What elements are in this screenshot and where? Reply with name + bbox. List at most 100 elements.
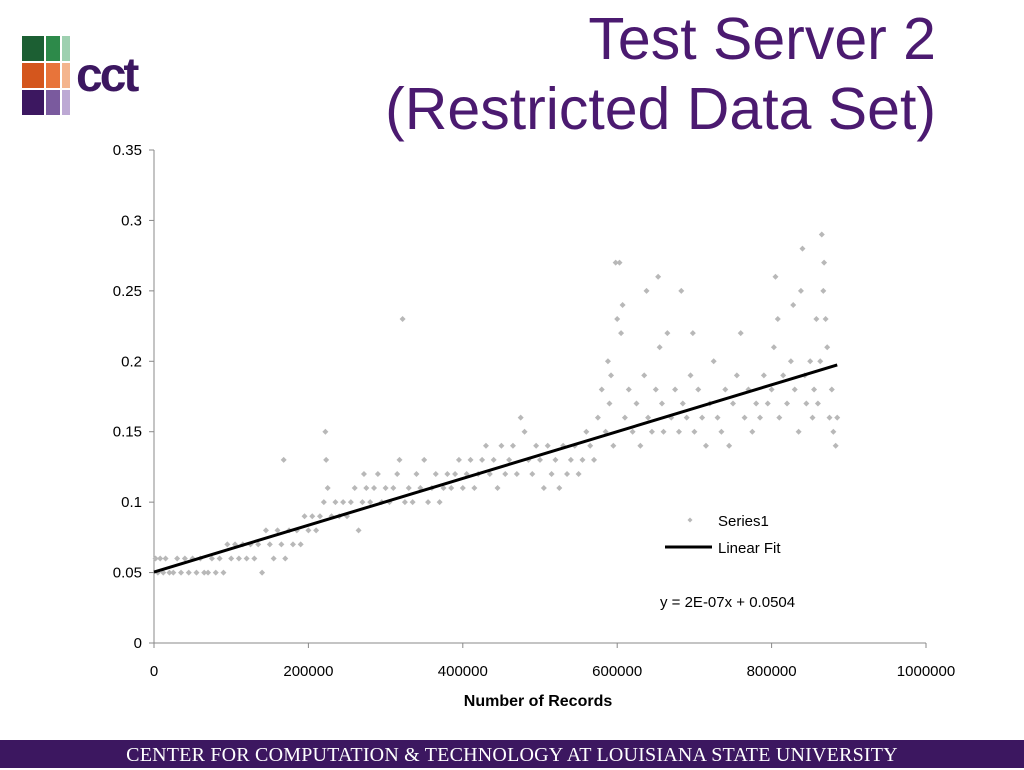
data-point bbox=[540, 485, 547, 492]
data-point bbox=[205, 569, 212, 576]
data-point bbox=[695, 386, 702, 393]
data-point bbox=[616, 259, 623, 266]
data-point bbox=[498, 442, 505, 449]
data-point bbox=[216, 555, 223, 562]
data-point bbox=[316, 513, 323, 520]
data-point bbox=[621, 414, 628, 421]
data-point bbox=[382, 485, 389, 492]
data-point bbox=[305, 527, 312, 534]
data-point bbox=[656, 344, 663, 351]
data-point bbox=[201, 569, 208, 576]
data-point bbox=[757, 414, 764, 421]
data-point bbox=[741, 414, 748, 421]
footer-text: CENTER FOR COMPUTATION & TECHNOLOGY AT L… bbox=[126, 744, 898, 766]
data-point bbox=[790, 301, 797, 308]
data-point bbox=[726, 442, 733, 449]
data-point bbox=[753, 400, 760, 407]
data-point bbox=[359, 499, 366, 506]
data-point bbox=[821, 259, 828, 266]
data-point bbox=[405, 485, 412, 492]
title-line-2: (Restricted Data Set) bbox=[385, 76, 936, 142]
data-point bbox=[174, 555, 181, 562]
data-point bbox=[774, 316, 781, 323]
x-tick-label: 1000000 bbox=[897, 663, 955, 680]
data-point bbox=[579, 456, 586, 463]
data-point bbox=[278, 541, 285, 548]
data-point bbox=[251, 555, 258, 562]
logo-square bbox=[62, 63, 70, 88]
data-point bbox=[482, 442, 489, 449]
data-point bbox=[803, 400, 810, 407]
data-point bbox=[691, 428, 698, 435]
data-point bbox=[262, 527, 269, 534]
data-point bbox=[730, 400, 736, 407]
data-point bbox=[367, 499, 374, 506]
data-point bbox=[533, 442, 540, 449]
data-point bbox=[826, 414, 833, 421]
fit-equation: y = 2E-07x + 0.0504 bbox=[660, 594, 795, 611]
data-point bbox=[289, 541, 296, 548]
data-point bbox=[452, 470, 459, 477]
legend-label-series1: Series1 bbox=[718, 513, 769, 530]
y-tick-label: 0.3 bbox=[121, 212, 142, 229]
data-point bbox=[556, 485, 563, 492]
data-point bbox=[224, 541, 231, 548]
data-point bbox=[282, 555, 289, 562]
data-point bbox=[637, 442, 644, 449]
cct-logo: cct bbox=[22, 36, 142, 115]
data-point bbox=[409, 499, 416, 506]
logo-square bbox=[46, 90, 60, 115]
data-point bbox=[575, 470, 582, 477]
data-point bbox=[629, 428, 636, 435]
data-point bbox=[718, 428, 725, 435]
logo-square bbox=[22, 63, 44, 88]
data-point bbox=[467, 456, 474, 463]
x-tick-label: 800000 bbox=[747, 663, 797, 680]
data-point bbox=[811, 386, 818, 393]
data-point bbox=[733, 372, 740, 379]
x-axis-label: Number of Records bbox=[464, 693, 613, 710]
data-point bbox=[814, 400, 821, 407]
data-point bbox=[598, 386, 605, 393]
data-point bbox=[612, 259, 619, 266]
logo-text: cct bbox=[76, 49, 139, 102]
data-point bbox=[440, 485, 447, 492]
data-point bbox=[583, 428, 590, 435]
data-point bbox=[760, 372, 767, 379]
data-point bbox=[643, 287, 650, 294]
data-point bbox=[702, 442, 709, 449]
data-point bbox=[490, 456, 497, 463]
data-point bbox=[178, 569, 185, 576]
data-point bbox=[770, 344, 777, 351]
data-point bbox=[675, 428, 682, 435]
logo-square bbox=[22, 90, 44, 115]
data-point bbox=[459, 485, 466, 492]
data-point bbox=[672, 386, 679, 393]
data-point bbox=[832, 442, 839, 449]
data-point bbox=[655, 273, 662, 280]
data-point bbox=[764, 400, 771, 407]
data-point bbox=[807, 358, 814, 365]
data-point bbox=[776, 414, 783, 421]
data-point bbox=[648, 428, 655, 435]
data-point bbox=[722, 386, 729, 393]
data-point bbox=[181, 555, 188, 562]
data-point bbox=[618, 330, 625, 337]
logo-square bbox=[46, 36, 60, 61]
x-tick-label: 600000 bbox=[592, 663, 642, 680]
logo-square bbox=[22, 36, 44, 61]
data-point bbox=[710, 358, 717, 365]
data-point bbox=[683, 414, 690, 421]
title-line-1: Test Server 2 bbox=[588, 6, 936, 72]
data-point bbox=[479, 456, 486, 463]
data-point bbox=[324, 485, 331, 492]
data-point bbox=[699, 414, 706, 421]
linear-fit-line bbox=[153, 363, 838, 574]
data-point bbox=[506, 456, 513, 463]
data-point bbox=[687, 372, 694, 379]
y-tick-label: 0.25 bbox=[113, 283, 142, 300]
data-point bbox=[280, 456, 287, 463]
y-tick-label: 0.35 bbox=[113, 142, 142, 159]
legend-marker-series1 bbox=[687, 517, 693, 523]
data-point bbox=[594, 414, 601, 421]
